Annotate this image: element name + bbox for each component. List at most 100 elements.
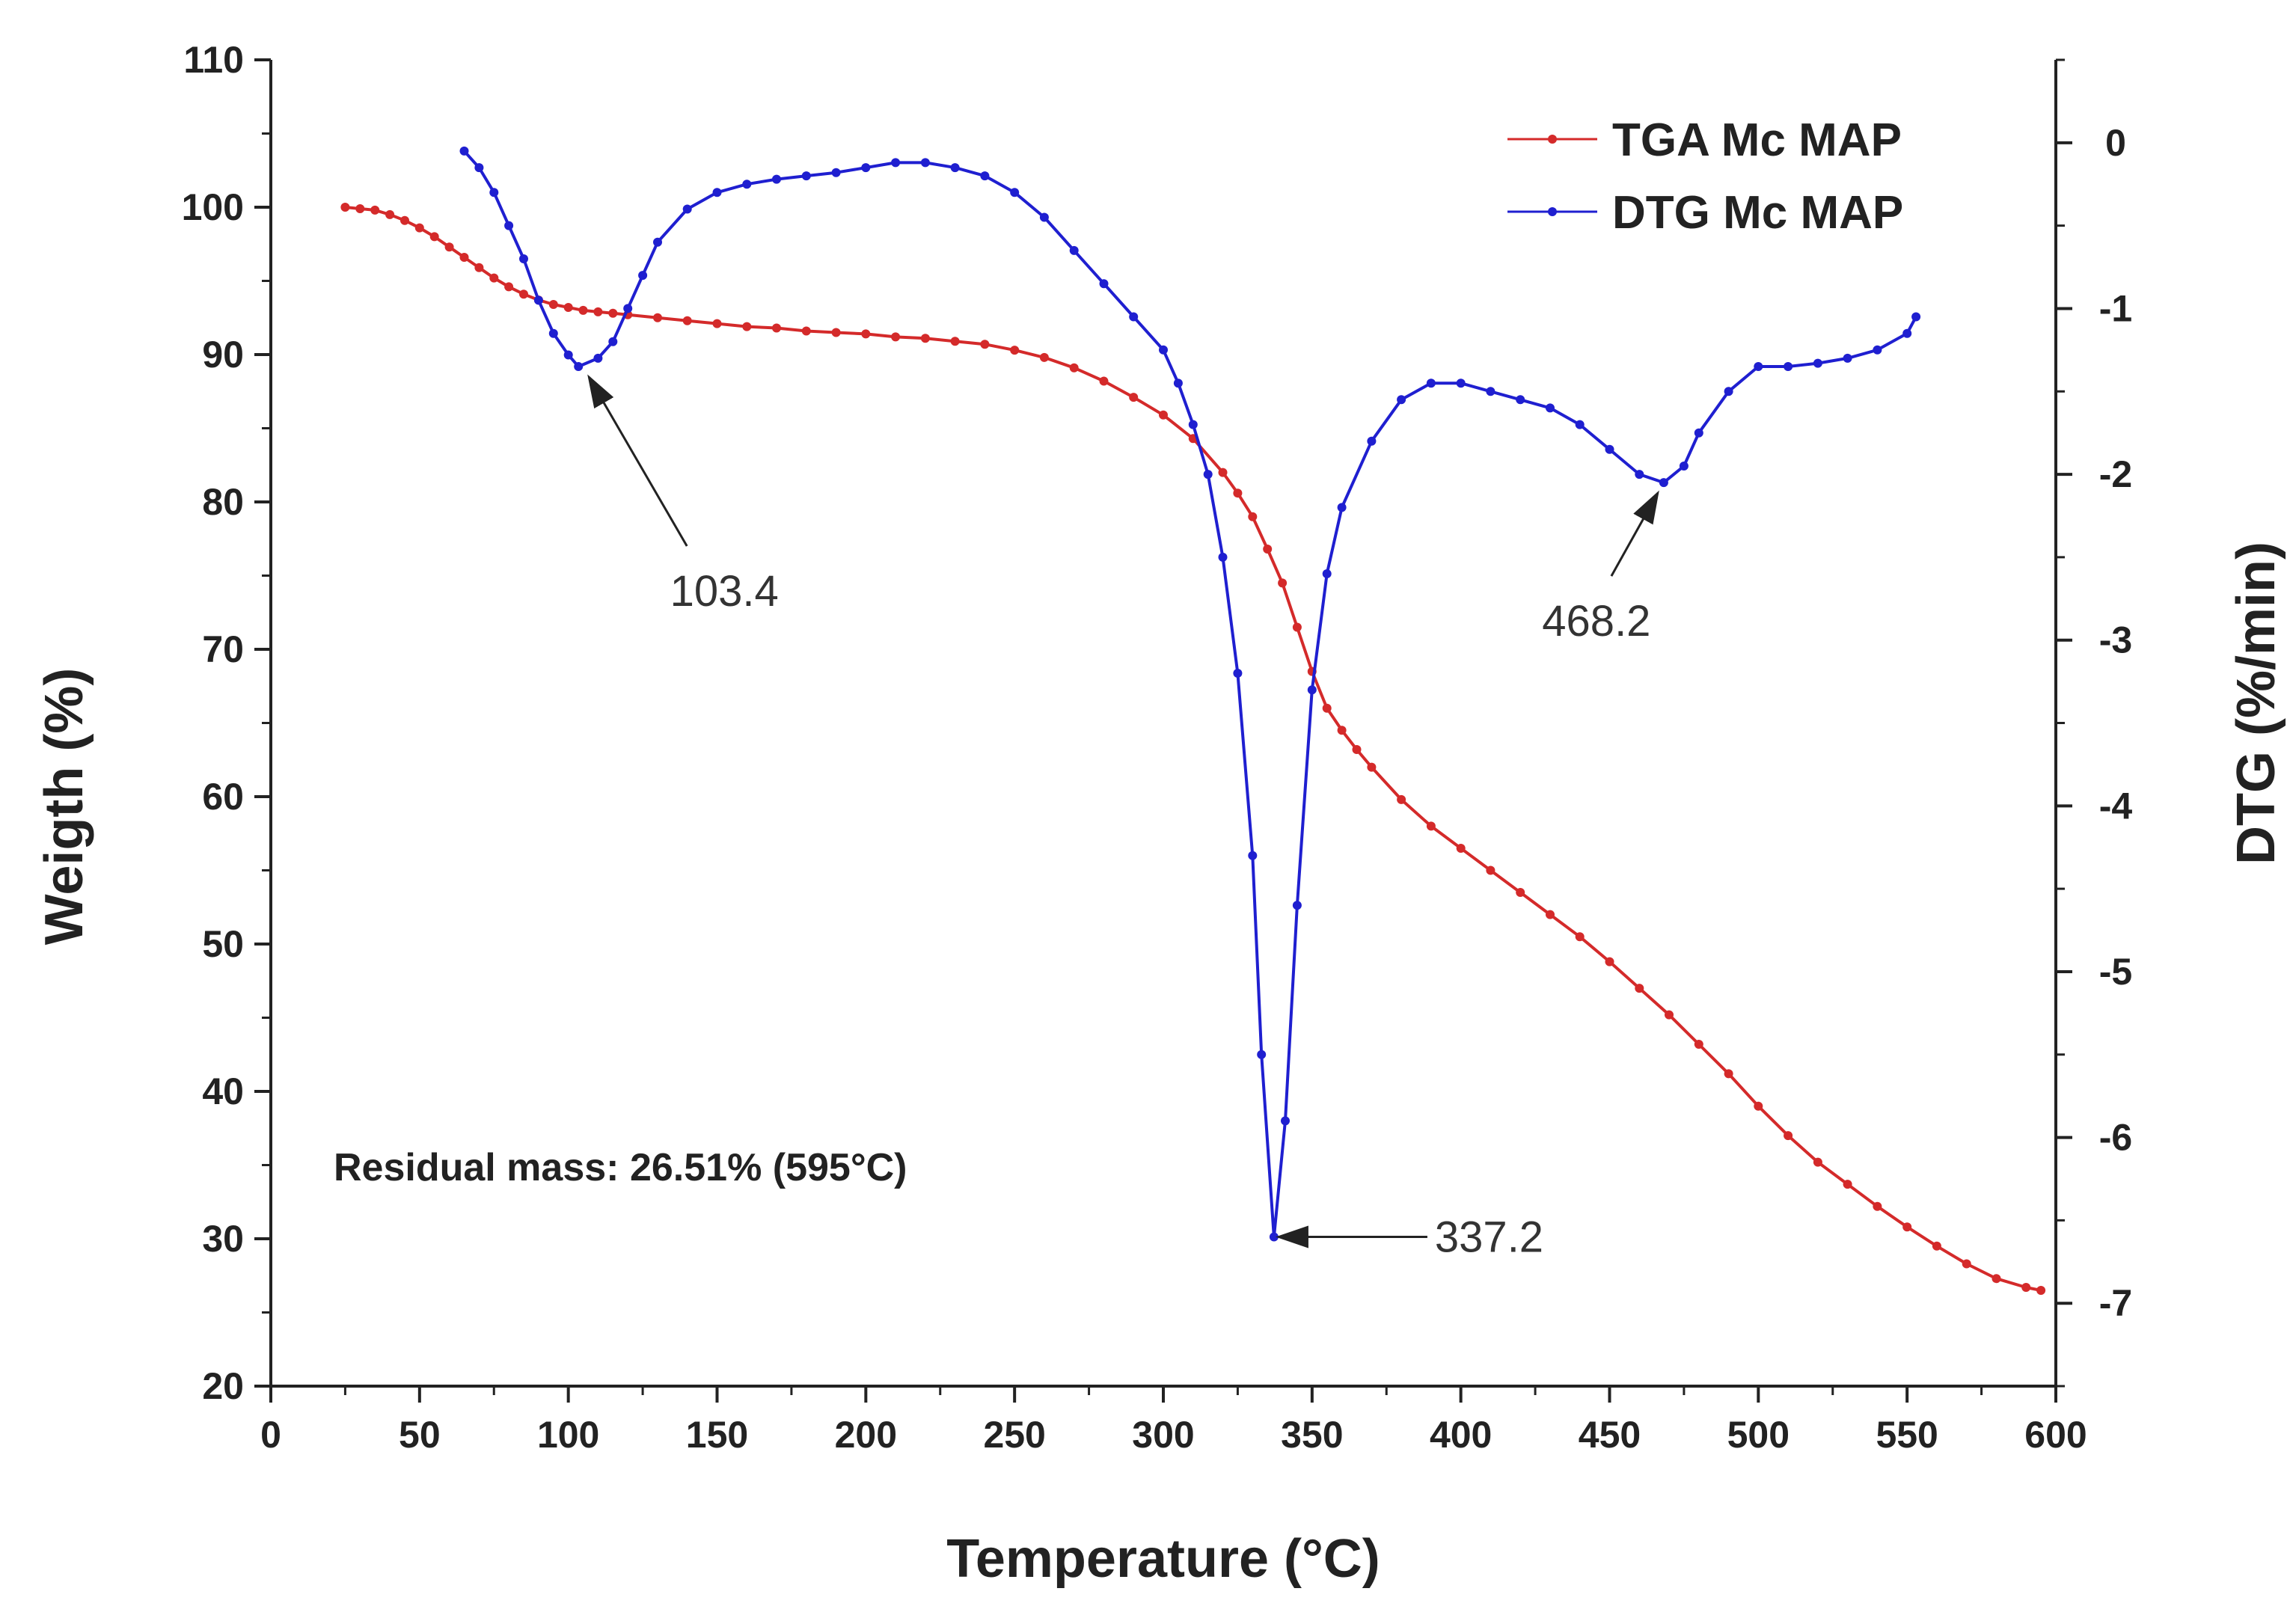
y-axis-title: Weigth (%) <box>34 668 94 946</box>
data-point-dtg <box>1605 444 1614 454</box>
data-point-dtg <box>1039 212 1049 222</box>
data-point-dtg <box>1843 353 1852 363</box>
data-point-tga <box>548 300 558 309</box>
data-point-tga <box>608 308 618 318</box>
y2-tick-label: 0 <box>2105 122 2126 164</box>
data-point-dtg <box>1635 470 1644 479</box>
data-point-dtg <box>1218 552 1228 562</box>
data-point-dtg <box>1281 1116 1290 1126</box>
data-point-tga <box>1069 363 1079 373</box>
x-tick-label: 350 <box>1281 1414 1343 1456</box>
data-point-tga <box>1546 910 1555 919</box>
data-point-dtg <box>1269 1232 1279 1242</box>
y2-axis-title: DTG (%/min) <box>2226 542 2286 865</box>
data-point-tga <box>563 303 573 312</box>
data-point-tga <box>2021 1283 2031 1292</box>
data-point-dtg <box>638 271 648 281</box>
y2-tick-label: -4 <box>2099 785 2133 827</box>
data-point-tga <box>1635 984 1644 993</box>
data-point-dtg <box>831 168 841 177</box>
legend-marker-dtg <box>1548 207 1557 216</box>
data-point-dtg <box>861 163 871 173</box>
data-point-tga <box>1159 410 1168 420</box>
data-point-dtg <box>1129 312 1139 322</box>
data-point-tga <box>1367 762 1377 772</box>
y-tick-label: 80 <box>202 481 244 523</box>
data-point-dtg <box>1902 328 1912 338</box>
data-point-tga <box>340 203 350 212</box>
x-tick-label: 500 <box>1727 1414 1790 1456</box>
data-point-dtg <box>801 171 811 181</box>
data-point-tga <box>429 232 439 242</box>
data-point-tga <box>1843 1180 1852 1189</box>
data-point-dtg <box>1203 470 1213 479</box>
data-point-tga <box>1337 726 1347 735</box>
x-tick-label: 550 <box>1876 1414 1938 1456</box>
data-point-dtg <box>1784 362 1793 371</box>
annotation-arrow <box>587 374 688 547</box>
annotation-label: 337.2 <box>1435 1213 1543 1262</box>
x-tick-label: 100 <box>537 1414 599 1456</box>
data-point-tga <box>712 319 722 328</box>
data-point-tga <box>400 215 409 225</box>
data-point-dtg <box>1307 685 1317 695</box>
x-tick-label: 0 <box>260 1414 281 1456</box>
data-point-dtg <box>1486 387 1495 396</box>
data-point-tga <box>1962 1259 1971 1269</box>
y-tick-label: 50 <box>202 923 244 965</box>
x-tick-label: 450 <box>1579 1414 1641 1456</box>
data-point-dtg <box>1873 345 1882 355</box>
annotation-arrow <box>1610 490 1659 577</box>
axes-layer: 0 50 100 150 200 250 300 350 400 450 500 550 6002030… <box>182 39 2133 1456</box>
data-point-tga <box>1724 1069 1733 1079</box>
data-point-dtg <box>608 337 618 346</box>
data-point-dtg <box>1248 851 1258 860</box>
data-point-dtg <box>1010 188 1020 197</box>
data-point-tga <box>891 332 901 342</box>
y-tick-label: 110 <box>183 39 244 81</box>
data-point-tga <box>489 273 499 283</box>
legend: TGA Mc MAP DTG Mc MAP <box>1507 114 1903 239</box>
data-point-dtg <box>1575 420 1585 429</box>
data-point-dtg <box>548 328 558 338</box>
data-point-tga <box>1694 1040 1703 1049</box>
data-point-dtg <box>653 237 662 247</box>
data-point-tga <box>1218 468 1228 477</box>
data-point-tga <box>593 307 603 316</box>
data-point-tga <box>504 282 514 292</box>
y2-tick-label: -6 <box>2099 1117 2132 1159</box>
data-point-tga <box>742 322 752 331</box>
data-point-dtg <box>1659 478 1668 488</box>
data-point-tga <box>920 334 930 343</box>
x-tick-label: 400 <box>1430 1414 1492 1456</box>
series-layer <box>340 146 2046 1295</box>
data-point-dtg <box>1337 503 1347 512</box>
data-point-dtg <box>1516 395 1525 405</box>
data-point-tga <box>831 328 841 337</box>
data-point-tga <box>1932 1241 1941 1251</box>
data-point-dtg <box>474 163 484 173</box>
data-point-dtg <box>1069 245 1079 255</box>
y2-tick-label: -3 <box>2099 619 2132 661</box>
data-point-tga <box>950 337 960 346</box>
data-point-tga <box>1456 844 1466 853</box>
y-tick-label: 20 <box>202 1365 244 1407</box>
data-point-dtg <box>1754 362 1763 371</box>
data-point-dtg <box>459 146 469 156</box>
y2-tick-label: -5 <box>2099 951 2132 993</box>
data-point-tga <box>519 289 528 299</box>
data-point-dtg <box>1292 901 1302 910</box>
data-point-tga <box>1902 1222 1912 1232</box>
data-point-dtg <box>623 304 633 313</box>
data-point-dtg <box>1322 569 1332 578</box>
data-point-tga <box>370 205 380 215</box>
data-point-tga <box>1010 346 1020 355</box>
data-point-tga <box>1516 888 1525 897</box>
x-tick-label: 150 <box>686 1414 748 1456</box>
annotation-label: 468.2 <box>1542 597 1650 646</box>
data-point-tga <box>1039 352 1049 362</box>
data-point-dtg <box>1546 403 1555 413</box>
data-point-tga <box>980 340 990 349</box>
data-point-dtg <box>1397 395 1406 405</box>
data-point-dtg <box>574 362 584 371</box>
